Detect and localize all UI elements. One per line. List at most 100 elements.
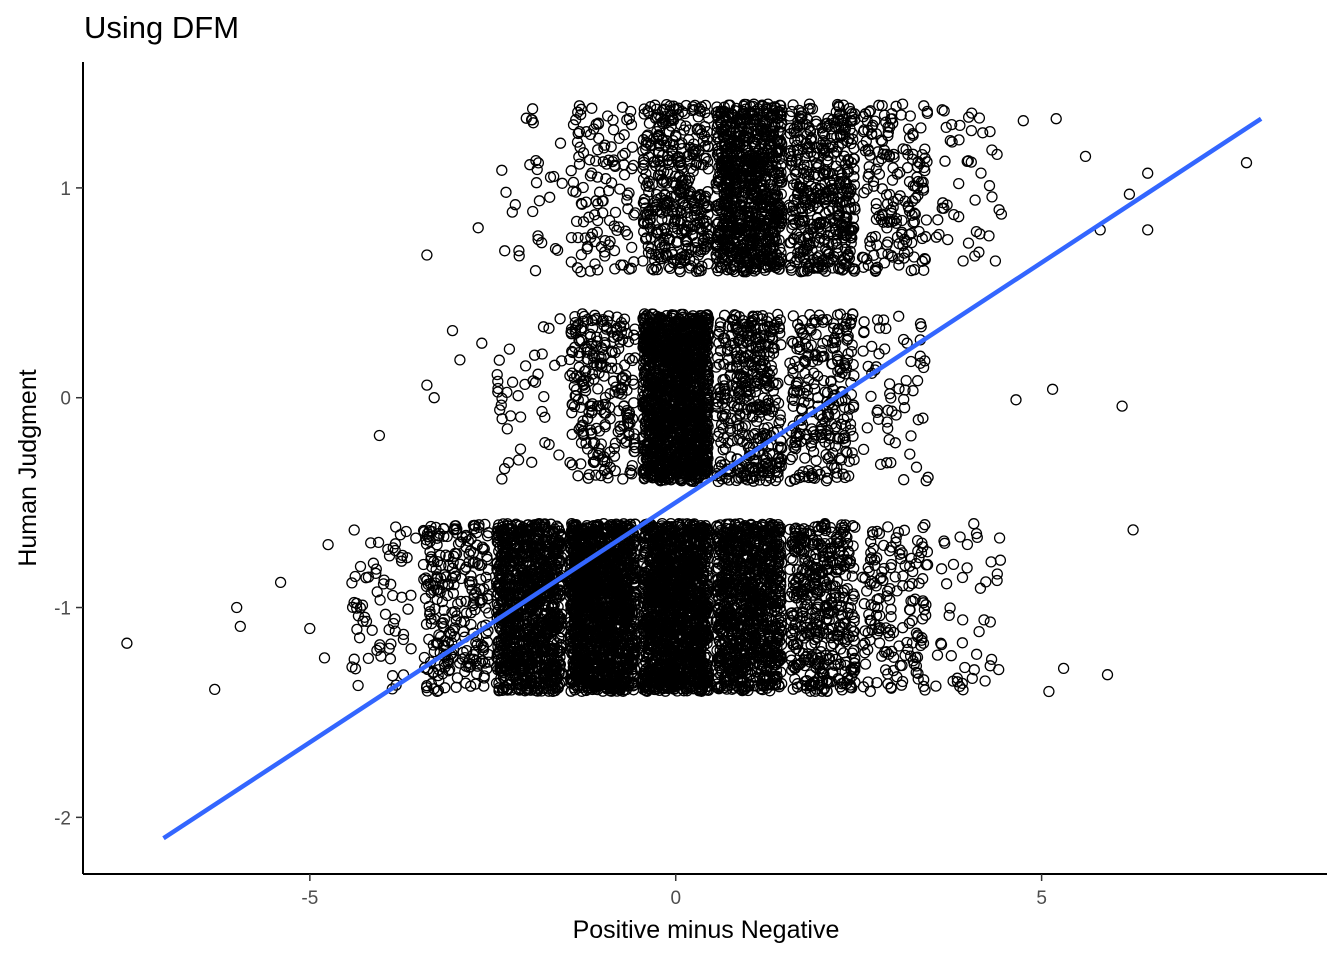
data-point xyxy=(660,202,673,214)
data-point xyxy=(450,681,462,693)
data-point xyxy=(989,255,1002,267)
data-point xyxy=(975,167,987,179)
data-point xyxy=(672,108,684,121)
data-point xyxy=(544,191,556,203)
data-point xyxy=(533,195,546,207)
data-point xyxy=(692,216,704,229)
data-point xyxy=(573,126,586,138)
data-point xyxy=(628,209,640,221)
data-point xyxy=(890,409,902,421)
data-point xyxy=(674,186,686,198)
data-point xyxy=(405,643,417,655)
data-point xyxy=(532,157,545,169)
data-point xyxy=(642,246,655,259)
data-point xyxy=(653,248,665,260)
data-point xyxy=(858,316,870,328)
data-point xyxy=(609,206,622,219)
data-point xyxy=(639,233,652,245)
data-point xyxy=(957,255,969,267)
data-point xyxy=(526,456,538,468)
data-point xyxy=(653,138,665,150)
data-point xyxy=(898,474,910,486)
data-point xyxy=(643,117,656,129)
data-points xyxy=(121,98,1253,698)
data-point xyxy=(551,244,564,256)
data-point xyxy=(554,313,566,325)
data-point xyxy=(513,250,525,262)
data-point xyxy=(893,310,905,322)
data-point xyxy=(532,233,544,246)
data-point xyxy=(583,211,595,223)
data-point xyxy=(386,670,399,682)
data-point xyxy=(626,241,638,254)
data-point xyxy=(843,470,855,482)
data-point xyxy=(865,390,877,403)
data-point xyxy=(674,253,687,265)
data-point xyxy=(681,206,693,219)
data-point xyxy=(650,249,662,261)
data-point xyxy=(579,232,591,244)
data-point xyxy=(602,185,615,197)
data-point xyxy=(572,231,584,244)
data-point xyxy=(962,237,975,249)
data-point xyxy=(691,156,703,169)
data-point xyxy=(890,100,902,112)
data-point xyxy=(506,206,518,218)
data-point xyxy=(597,207,609,219)
data-point xyxy=(621,229,634,241)
data-point xyxy=(638,108,650,120)
data-point xyxy=(608,154,620,166)
data-point xyxy=(650,261,662,273)
data-point xyxy=(592,383,604,395)
data-point xyxy=(585,231,597,244)
data-point xyxy=(650,132,663,144)
data-point xyxy=(883,378,896,390)
data-point xyxy=(572,106,584,118)
data-point xyxy=(410,532,422,544)
data-point xyxy=(592,144,604,156)
data-point xyxy=(528,349,541,361)
data-point xyxy=(609,160,621,173)
data-point xyxy=(616,149,629,162)
data-point xyxy=(698,197,710,210)
data-point xyxy=(614,183,626,195)
data-point xyxy=(983,230,995,242)
data-point xyxy=(774,242,786,255)
data-point xyxy=(532,230,544,242)
data-point xyxy=(539,411,551,423)
data-point xyxy=(889,437,901,449)
data-point xyxy=(362,652,375,665)
data-point xyxy=(638,153,650,166)
data-point xyxy=(645,140,657,152)
data-point xyxy=(686,223,698,235)
data-point xyxy=(683,148,696,161)
data-point xyxy=(640,232,653,244)
data-point xyxy=(920,214,933,226)
data-point xyxy=(675,247,688,260)
data-point xyxy=(676,142,688,155)
data-point xyxy=(592,198,604,210)
data-point xyxy=(618,159,630,171)
data-point xyxy=(700,215,712,227)
data-point xyxy=(911,375,924,387)
data-point xyxy=(580,126,593,138)
data-point xyxy=(623,187,635,199)
data-point xyxy=(651,193,663,206)
data-point xyxy=(567,185,579,197)
data-point xyxy=(405,589,417,601)
data-point xyxy=(641,177,654,189)
data-point xyxy=(575,249,588,261)
data-point xyxy=(674,119,687,131)
data-point xyxy=(658,234,670,247)
data-point xyxy=(501,423,513,435)
data-point xyxy=(623,112,636,125)
data-point xyxy=(597,156,609,168)
data-point xyxy=(608,244,621,257)
data-point xyxy=(390,521,402,533)
data-point xyxy=(565,231,578,244)
data-point xyxy=(589,258,601,270)
data-point xyxy=(570,215,583,228)
data-point xyxy=(702,155,714,168)
data-point xyxy=(601,110,614,122)
data-point xyxy=(496,164,508,176)
